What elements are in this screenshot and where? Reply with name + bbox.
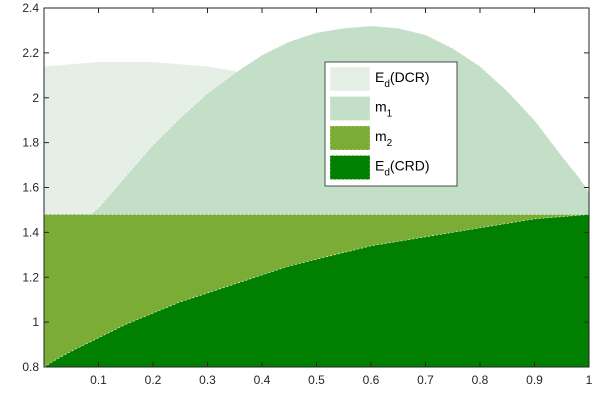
x-tick-label: 0.9 — [526, 373, 543, 387]
y-tick-label: 1.4 — [22, 225, 39, 239]
y-tick-label: 2 — [32, 91, 39, 105]
y-tick-label: 2.4 — [22, 1, 39, 15]
legend: Ed(DCR) m1 m2 Ed(CRD) — [324, 61, 458, 187]
y-tick-label: 0.8 — [22, 360, 39, 374]
x-tick-label: 0.8 — [472, 373, 489, 387]
x-tick-label: 1 — [586, 373, 593, 387]
legend-swatch-ed_dcr — [329, 66, 371, 92]
x-tick-label: 0.5 — [308, 373, 325, 387]
y-tick-label: 1.8 — [22, 136, 39, 150]
area-ed_crd — [42, 214, 590, 368]
legend-label-ed_dcr: Ed(DCR) — [375, 69, 430, 90]
x-tick-label: 0.1 — [90, 373, 107, 387]
x-tick-label: 0.4 — [254, 373, 271, 387]
legend-swatch-ed_crd — [329, 155, 371, 180]
x-tick-label: 0.3 — [199, 373, 216, 387]
x-tick-label: 0.7 — [417, 373, 434, 387]
legend-swatch-m1 — [329, 96, 371, 121]
legend-swatch-m2 — [329, 125, 371, 151]
y-tick-label: 2.2 — [22, 46, 39, 60]
y-tick-label: 1.6 — [22, 181, 39, 195]
y-axis: 0.8 1 1.2 1.4 1.6 1.8 2 2.2 2.4 — [22, 1, 589, 374]
legend-label-ed_crd: Ed(CRD) — [375, 158, 430, 179]
y-tick-label: 1 — [32, 315, 39, 329]
x-tick-label: 0.6 — [363, 373, 380, 387]
legend-label-m2: m2 — [375, 128, 393, 149]
x-tick-label: 0.2 — [145, 373, 162, 387]
y-tick-label: 1.2 — [22, 270, 39, 284]
legend-label-m1: m1 — [375, 99, 393, 120]
x-axis: 0.1 0.2 0.3 0.4 0.5 0.6 0.7 0.8 0.9 1 — [90, 8, 593, 387]
